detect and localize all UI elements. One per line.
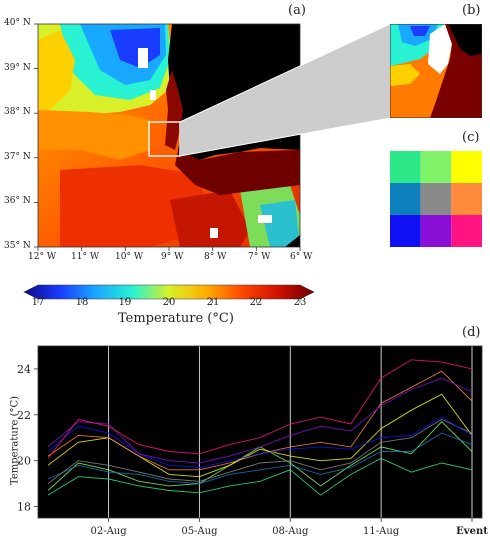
colorbar-label: Temperature (°C) — [118, 311, 234, 326]
colorbar-tick: 19 — [118, 297, 132, 308]
grid-cell — [390, 215, 421, 247]
colorbar-tick: 17 — [31, 297, 45, 308]
x-tick-label: 11-Aug — [363, 526, 400, 537]
plot-area — [38, 346, 482, 518]
lat-label: 36° N — [4, 196, 31, 206]
colorbar-tick: 21 — [206, 297, 220, 308]
x-tick-label: 08-Aug — [272, 526, 309, 537]
lat-label: 37° N — [4, 152, 31, 162]
panel-label-c: (c) — [462, 130, 480, 145]
series-line — [47, 432, 473, 485]
y-tick-label: 24 — [17, 363, 31, 376]
timeseries-chart: 02-Aug 05-Aug 08-Aug 11-Aug Event 18 20 22 24 — [17, 345, 488, 537]
y-axis-label: Temperature (°C) — [9, 395, 21, 486]
colorbar-tick: 23 — [293, 297, 307, 308]
x-tick-label: 02-Aug — [90, 526, 127, 537]
y-tick-label: 22 — [17, 409, 31, 422]
grid-cell — [420, 183, 452, 215]
lat-label: 35° N — [4, 241, 31, 251]
series-line — [47, 418, 473, 484]
grid-cell — [451, 183, 482, 215]
color-key-grid — [390, 151, 482, 247]
grid-cell — [420, 151, 452, 183]
colorbar-gradient — [23, 284, 315, 303]
grid-cell — [451, 151, 482, 183]
grid-cell — [390, 151, 421, 183]
series-line — [47, 359, 473, 459]
lat-label: 40° N — [4, 18, 31, 28]
panel-label-d: (d) — [462, 325, 481, 340]
series-line — [47, 457, 473, 496]
lat-label: 38° N — [4, 107, 31, 117]
lon-label: 11° W — [71, 252, 100, 262]
series-line — [47, 377, 473, 464]
grid-cell — [390, 183, 421, 215]
warm-gulf-region — [175, 150, 300, 195]
land-morocco — [285, 235, 300, 247]
lon-label: 10° W — [115, 252, 144, 262]
series-line — [47, 416, 473, 468]
lon-label: 7° W — [248, 252, 271, 262]
lon-label: 8° W — [204, 252, 227, 262]
panel-label-b: (b) — [462, 3, 481, 18]
zoom-map — [390, 24, 482, 118]
lon-label: 12° W — [28, 252, 57, 262]
colorbar: 17 18 19 20 21 22 23 Temperature (°C) — [0, 280, 320, 330]
panel-label-a: (a) — [288, 3, 306, 18]
sst-map — [34, 23, 301, 251]
colorbar-tick: 18 — [75, 297, 89, 308]
grid-cell — [420, 215, 452, 247]
land-iberia — [168, 24, 300, 160]
map-panel: 40° N 39° N 38° N 37° N 36° N 35° N 12° … — [0, 0, 320, 265]
colorbar-tick: 20 — [162, 297, 176, 308]
lat-label: 39° N — [4, 63, 31, 73]
y-tick-label: 18 — [17, 501, 31, 514]
grid-cell — [451, 215, 482, 247]
colorbar-tick: 22 — [249, 297, 263, 308]
lon-label: 9° W — [161, 252, 184, 262]
zoom-panel — [390, 24, 482, 118]
y-tick-label: 20 — [17, 455, 31, 468]
timeseries-panel: 02-Aug 05-Aug 08-Aug 11-Aug Event 18 20 22 24 Te… — [0, 340, 490, 550]
lon-label: 6° W — [290, 252, 313, 262]
x-tick-label: Event — [456, 526, 488, 537]
x-tick-label: 05-Aug — [181, 526, 218, 537]
